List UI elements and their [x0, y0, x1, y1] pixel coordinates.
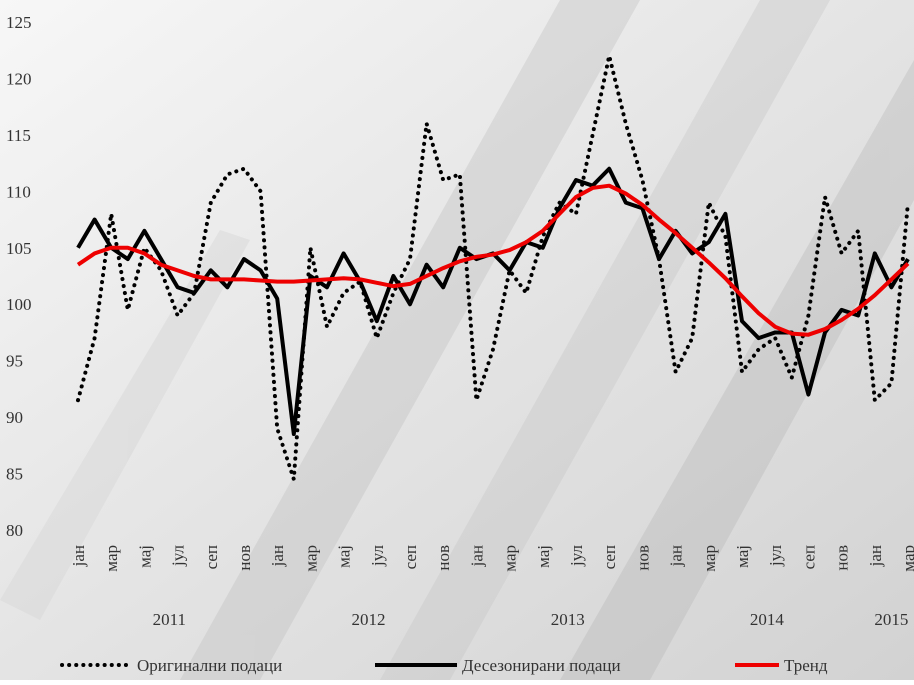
x-tick-label: јул	[368, 544, 387, 566]
series-line	[76, 55, 910, 480]
year-label: 2013	[551, 610, 585, 629]
series-line	[76, 183, 910, 337]
x-tick-label: нов	[833, 545, 852, 571]
x-tick-label: нов	[235, 545, 254, 571]
x-tick-label: мај	[335, 545, 354, 568]
x-tick-label: сеп	[799, 545, 818, 569]
x-tick-label: мај	[733, 545, 752, 568]
x-tick-label: мар	[899, 545, 914, 572]
year-label: 2015	[874, 610, 908, 629]
y-tick-label: 100	[6, 295, 32, 314]
x-tick-label: јан	[667, 545, 686, 567]
x-tick-label: јан	[268, 545, 287, 567]
year-label: 2014	[750, 610, 785, 629]
legend-label: Тренд	[784, 656, 828, 675]
x-tick-label: мај	[135, 545, 154, 568]
year-label: 2011	[153, 610, 186, 629]
x-tick-label: сеп	[600, 545, 619, 569]
y-tick-label: 125	[6, 13, 32, 32]
y-tick-label: 120	[6, 69, 32, 88]
x-tick-label: мар	[501, 545, 520, 572]
x-tick-label: јан	[467, 545, 486, 567]
y-tick-label: 90	[6, 408, 23, 427]
x-tick-label: мај	[534, 545, 553, 568]
x-tick-label: мар	[301, 545, 320, 572]
x-tick-label: јул	[169, 544, 188, 566]
x-tick-label: мар	[102, 545, 121, 572]
x-tick-label: јан	[866, 545, 885, 567]
y-tick-label: 105	[6, 239, 32, 258]
y-tick-label: 80	[6, 521, 23, 540]
y-tick-label: 115	[6, 126, 31, 145]
y-tick-label: 110	[6, 182, 31, 201]
year-label: 2012	[352, 610, 386, 629]
x-tick-label: сеп	[202, 545, 221, 569]
y-tick-label: 85	[6, 465, 23, 484]
x-tick-label: сеп	[401, 545, 420, 569]
legend-label: Оригинални подаци	[137, 656, 282, 675]
x-tick-label: јул	[567, 544, 586, 566]
y-tick-label: 95	[6, 352, 23, 371]
x-tick-label: нов	[434, 545, 453, 571]
x-tick-label: јул	[766, 544, 785, 566]
x-tick-label: нов	[633, 545, 652, 571]
x-tick-label: јан	[69, 545, 88, 567]
x-tick-label: мар	[700, 545, 719, 572]
legend-label: Десезонирани подаци	[462, 656, 621, 675]
